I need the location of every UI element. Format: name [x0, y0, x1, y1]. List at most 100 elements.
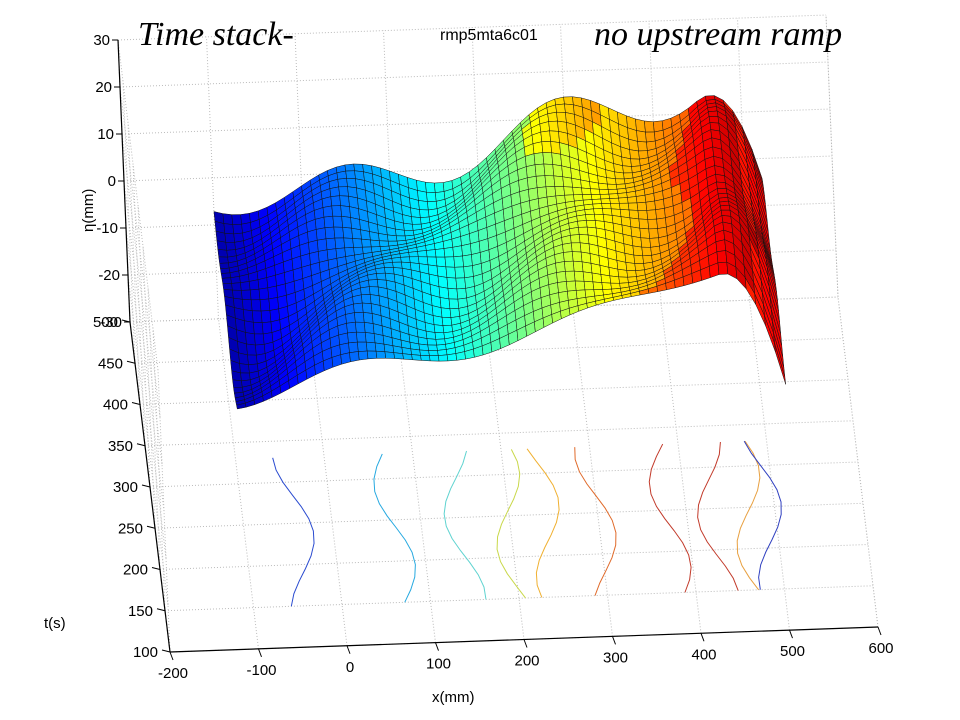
surface-patch — [541, 141, 552, 154]
surface-patch — [716, 250, 728, 264]
surface-patch — [544, 175, 556, 188]
surface-patch — [540, 130, 551, 142]
x-tick-mark — [612, 636, 616, 645]
surface-patch — [341, 216, 352, 229]
title-left: Time stack- — [138, 16, 294, 53]
surface-patch — [252, 322, 264, 335]
surface-patch — [352, 294, 363, 305]
surface-patch — [542, 152, 554, 165]
t-tick-mark — [131, 402, 141, 405]
surface-patch — [354, 312, 365, 323]
surface-patch — [592, 281, 603, 290]
z-tick-label: 10 — [97, 126, 114, 143]
surface-patch — [375, 350, 387, 359]
surface-patch — [455, 277, 466, 290]
surface-patch — [222, 213, 234, 225]
x-tick-label: -100 — [246, 662, 276, 679]
surface-patch — [624, 253, 636, 264]
surface-patch — [365, 341, 377, 352]
surface-patch — [622, 165, 633, 174]
surface-patch — [524, 153, 536, 167]
grid-line — [139, 379, 849, 405]
surface-patch — [644, 192, 655, 203]
surface-patch — [315, 227, 327, 241]
surface-patch — [258, 287, 270, 301]
grid-line — [825, 14, 879, 628]
surface-patch — [645, 200, 656, 211]
surface-patch — [618, 197, 629, 204]
surface-patch — [543, 163, 555, 177]
grid-line — [137, 204, 151, 488]
surface-patch — [585, 213, 596, 221]
surface-patch — [532, 141, 544, 154]
surface-patch — [631, 235, 643, 248]
t-tick-mark — [141, 484, 151, 488]
grid-line — [121, 133, 163, 465]
surface-patch — [563, 251, 574, 262]
surface-patch — [609, 275, 620, 284]
surface-patch — [635, 118, 646, 133]
surface-patch — [221, 277, 232, 284]
surface-patch — [418, 200, 429, 211]
surface-patch — [619, 202, 630, 211]
surface-patch — [411, 354, 422, 361]
t-tick-mark — [156, 608, 166, 612]
title-right: no upstream ramp — [594, 16, 842, 53]
surface-patch — [647, 218, 658, 230]
surface-patch — [610, 203, 621, 210]
surface-patch — [562, 176, 573, 188]
grid-line — [154, 502, 864, 529]
surface-patch — [461, 243, 472, 257]
x-tick-label: 0 — [346, 659, 354, 676]
surface-patch — [232, 289, 243, 300]
surface-patch — [644, 120, 655, 133]
surface-patch — [324, 226, 336, 240]
x-tick-label: 300 — [603, 649, 628, 666]
surface-patch — [376, 272, 387, 281]
surface-patch — [339, 195, 350, 207]
surface-patch — [547, 111, 558, 122]
surface-patch — [437, 354, 449, 362]
surface-patch — [598, 188, 610, 195]
surface-patch — [555, 103, 566, 113]
contour-layer — [272, 440, 782, 607]
surface-patch — [440, 307, 452, 318]
surface-patch — [337, 178, 348, 188]
surface-patch — [238, 352, 249, 366]
surface-patch — [635, 194, 647, 204]
surface-patch — [556, 271, 567, 283]
surface-patch — [434, 332, 445, 340]
surface-patch — [419, 209, 430, 218]
surface-patch — [581, 187, 592, 195]
surface-patch — [717, 261, 729, 275]
surface-layer — [213, 95, 786, 410]
surface-patch — [334, 237, 346, 249]
surface-patch — [246, 343, 257, 356]
surface-patch — [420, 355, 431, 362]
contour-line — [272, 457, 315, 607]
surface-patch — [345, 312, 356, 324]
surface-patch — [525, 164, 537, 179]
title-center: rmp5mta6c01 — [440, 27, 538, 44]
t-tick-label: 350 — [108, 438, 133, 455]
surface-patch — [586, 220, 597, 229]
surface-patch — [577, 220, 588, 228]
surface-patch — [383, 343, 395, 353]
surface-patch — [446, 353, 458, 362]
grid-line — [119, 86, 161, 418]
surface-patch — [649, 237, 660, 248]
surface-patch — [591, 272, 603, 283]
x-tick-mark — [789, 629, 793, 639]
surface-patch — [571, 177, 582, 189]
surface-patch — [361, 302, 373, 314]
surface-patch — [402, 353, 413, 361]
surface-patch — [346, 321, 357, 334]
surface-patch — [626, 270, 637, 278]
surface-patch — [774, 343, 786, 385]
surface-patch — [426, 191, 437, 202]
surface-patch — [629, 149, 640, 160]
surface-patch — [441, 316, 453, 326]
surface-patch — [362, 312, 374, 324]
contour-line — [736, 440, 761, 591]
surface-patch — [400, 256, 411, 263]
